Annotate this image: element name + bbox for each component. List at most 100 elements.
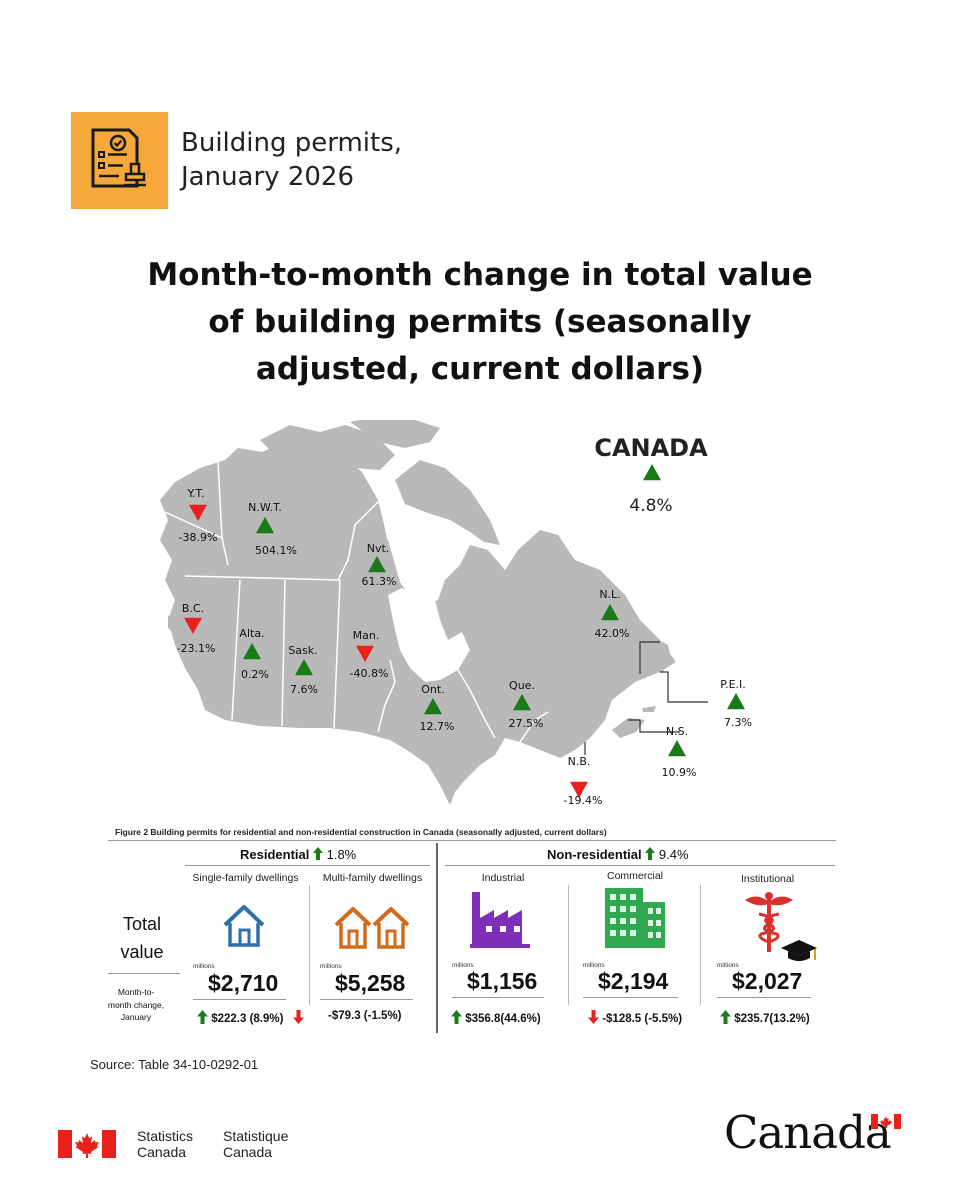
main-title: Month-to-month change in total value of … [60, 252, 900, 393]
change-value-multi-family: -$79.3 (-1.5%) [328, 1010, 402, 1022]
national-marker: CANADA 4.8% [594, 434, 708, 516]
group-rule-non-residential [445, 865, 835, 866]
map-nova-scotia [612, 718, 645, 738]
row-label-rule [108, 973, 180, 974]
units-label: millions [583, 962, 605, 969]
units-label: millions [717, 962, 739, 969]
category-head-commercial: Commercial [606, 870, 663, 882]
units-label: millions [452, 962, 474, 969]
map-arctic-islands [260, 425, 395, 470]
map-pei [642, 706, 656, 712]
main-title-line3: adjusted, current dollars) [255, 351, 705, 387]
change-commercial: -$128.5 (-5.5%) [588, 1010, 682, 1025]
canada-map: Y.T. -38.9% N.W.T. 504.1% Nvt. 61.3% B.C. -23.1… [160, 420, 752, 807]
region-name-yt: Y.T. [187, 487, 205, 500]
group-name-residential: Residential [240, 847, 310, 862]
triangle-up-icon [668, 740, 686, 757]
permit-document-stamp-icon [91, 128, 146, 188]
statistique-canada-fr: Statistique Canada [223, 1128, 288, 1160]
arrow-up-icon [312, 847, 323, 860]
header-title: Building permits, January 2026 [181, 126, 402, 194]
map-leader-lines [584, 641, 708, 755]
region-name-que: Que. [509, 679, 535, 692]
group-change-residential: 1.8% [326, 847, 357, 862]
region-marker-nvt: Nvt. 61.3% [362, 542, 397, 588]
row-label-month-change: Month-to- month change, January [96, 986, 176, 1024]
triangle-up-icon [243, 643, 261, 660]
house-icon [223, 905, 265, 947]
value-single-family: $2,710 [208, 970, 279, 996]
factory-icon [470, 892, 530, 948]
value-rule [193, 999, 286, 1000]
value-rule [583, 997, 678, 998]
map-newfoundland [640, 638, 672, 672]
region-value-nwt: 504.1% [255, 544, 297, 557]
triangle-up-icon [727, 693, 745, 710]
header-title-line1: Building permits, [181, 128, 403, 158]
value-rule [320, 999, 413, 1000]
region-marker-man: Man. -40.8% [350, 629, 389, 680]
region-name-man: Man. [353, 629, 380, 642]
row-label-change-line2: month change, [107, 999, 165, 1010]
region-marker-nb: N.B. -19.4% [564, 755, 603, 807]
group-change-non-residential: 9.4% [658, 847, 689, 862]
footer-fr-line1: Statistique [223, 1128, 289, 1144]
category-head-single-family: Single-family dwellings [192, 872, 299, 884]
triangle-up-icon [601, 604, 619, 621]
map-markers: Y.T. -38.9% N.W.T. 504.1% Nvt. 61.3% B.C. -23.1… [177, 434, 752, 807]
caduceus-graduation-cap-icon [745, 892, 817, 961]
source-note: Source: Table 34-10-0292-01 [90, 1057, 259, 1072]
national-name: CANADA [594, 434, 708, 462]
map-hudson-bay [388, 588, 470, 682]
column-rule [309, 885, 310, 1005]
value-commercial: $2,194 [598, 968, 669, 994]
row-label-change-line1: Month-to- [117, 987, 155, 997]
triangle-up-icon [424, 698, 442, 715]
arrow-up-icon [645, 847, 656, 860]
triangle-down-icon [184, 617, 202, 634]
map-vancouver-island [168, 615, 178, 635]
arrow-down-icon [588, 1010, 599, 1024]
value-industrial: $1,156 [467, 968, 538, 994]
region-marker-yt: Y.T. -38.9% [179, 487, 218, 544]
triangle-up-icon [368, 556, 386, 573]
value-rule [717, 997, 811, 998]
value-rule [452, 997, 544, 998]
change-value-industrial: $356.8(44.6%) [465, 1013, 541, 1025]
figure-title: Figure 2 Building permits for residentia… [115, 827, 607, 837]
triangle-down-icon [570, 781, 588, 798]
group-rule-residential [185, 865, 430, 866]
map-borders [164, 461, 549, 743]
office-building-icon [605, 888, 665, 948]
header-permit-icon-box [71, 112, 168, 209]
region-value-alta: 0.2% [241, 668, 269, 681]
triangle-up-icon [295, 659, 313, 676]
main-title-line1: Month-to-month change in total value [147, 257, 813, 293]
region-value-yt: -38.9% [179, 531, 218, 544]
column-rule [700, 885, 701, 1005]
arrow-up-icon [197, 1010, 208, 1024]
row-label-total-line2: value [120, 942, 164, 962]
region-name-nvt: Nvt. [367, 542, 390, 555]
statistics-canada-en: Statistics Canada [137, 1128, 193, 1160]
canada-wordmark: Canada [724, 1106, 892, 1159]
region-name-sask: Sask. [288, 644, 317, 657]
region-name-pei: P.E.I. [720, 678, 746, 691]
region-marker-ns: N.S. 10.9% [662, 725, 697, 779]
change-value-commercial: -$128.5 (-5.5%) [602, 1013, 683, 1025]
region-marker-nwt: N.W.T. 504.1% [248, 501, 297, 557]
triangle-up-icon [643, 464, 661, 481]
change-industrial: $356.8(44.6%) [451, 1010, 541, 1025]
category-head-multi-family: Multi-family dwellings [322, 872, 423, 884]
two-houses-icon [334, 907, 410, 949]
main-title-line2: of building permits (seasonally [208, 304, 752, 340]
group-head-non-residential: Non-residential 9.4% [547, 847, 689, 862]
triangle-down-icon [356, 645, 374, 662]
region-name-ont: Ont. [421, 683, 444, 696]
region-marker-sask: Sask. 7.6% [288, 644, 318, 696]
change-value-institutional: $235.7(13.2%) [734, 1013, 810, 1025]
footer-fr-line2: Canada [223, 1144, 273, 1160]
national-value: 4.8% [629, 496, 672, 516]
region-name-nl: N.L. [599, 588, 620, 601]
region-marker-ont: Ont. 12.7% [420, 683, 455, 733]
